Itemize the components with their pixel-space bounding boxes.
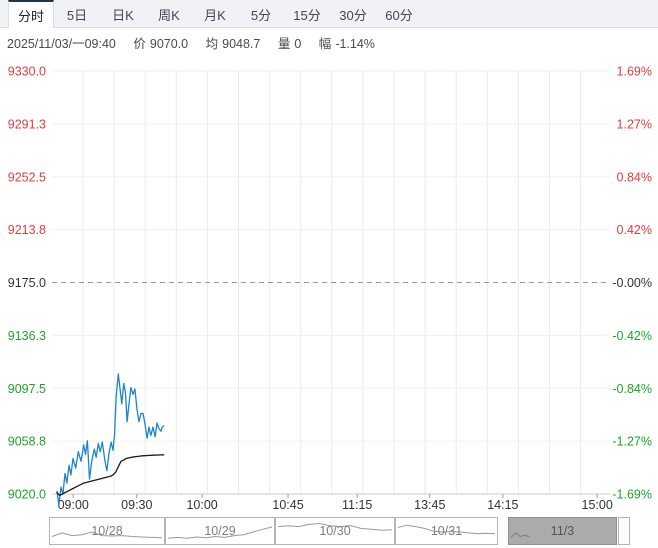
tab-weekly-k[interactable]: 周K	[158, 8, 180, 23]
nav-segment-date-label: 10/28	[91, 524, 123, 538]
nav-sparkline-path	[51, 531, 163, 539]
info-datetime: 2025/11/03/一09:40	[7, 37, 116, 51]
x-axis-time-label: 09:30	[121, 498, 152, 512]
change-value: -1.14%	[335, 37, 375, 51]
price-line	[56, 373, 165, 506]
info-price: 价 9070.0	[133, 37, 188, 51]
nav-sparkline	[51, 531, 163, 539]
y-axis-price-label: 9175.0	[8, 276, 46, 290]
nav-sparkline	[397, 524, 496, 535]
volume-label: 量	[277, 37, 291, 51]
y-axis-price-label: 9291.3	[8, 117, 46, 131]
average-line	[56, 454, 165, 497]
nav-sparkline	[510, 532, 530, 538]
price-label: 价	[133, 37, 146, 51]
avg-value: 9048.7	[222, 37, 261, 51]
tab-daily-k[interactable]: 日K	[112, 8, 134, 23]
nav-remainder-strip[interactable]	[618, 517, 630, 545]
tab-5min[interactable]: 5分	[250, 8, 272, 23]
nav-segment-10-28[interactable]: 10/28	[49, 517, 165, 545]
nav-segment-date-label: 10/29	[204, 524, 236, 538]
price-value: 9070.0	[149, 37, 189, 51]
volume-value: 0	[294, 37, 302, 51]
tab-30min[interactable]: 30分	[339, 8, 367, 23]
y-axis-price-label: 9330.0	[8, 65, 46, 79]
y-axis-price-label: 9058.8	[8, 435, 46, 449]
nav-segment-date-label: 11/3	[550, 524, 575, 538]
change-label: 幅	[318, 37, 332, 51]
y-axis-percent-label: 0.42%	[617, 223, 652, 237]
nav-sparkline-path	[277, 522, 393, 531]
nav-sparkline	[277, 522, 393, 531]
y-axis-percent-label: -0.84%	[612, 382, 652, 396]
y-axis-percent-label: -1.27%	[612, 435, 652, 449]
y-axis-percent-label: 1.27%	[617, 117, 652, 131]
nav-segment-10-29[interactable]: 10/29	[165, 517, 275, 545]
nav-sparkline-path	[510, 532, 530, 538]
x-axis-time-label: 10:45	[272, 498, 303, 512]
info-change: 幅 -1.14%	[319, 37, 375, 51]
x-axis-time-label: 11:15	[342, 498, 372, 512]
y-axis-price-label: 9136.3	[8, 329, 46, 343]
y-axis-price-label: 9252.5	[8, 170, 46, 184]
tab-5day[interactable]: 5日	[66, 8, 88, 23]
info-average: 均 9048.7	[206, 37, 261, 51]
nav-segment-10-30[interactable]: 10/30	[275, 517, 395, 545]
date-navigator: 10/28 10/29 10/30 10/31 11/3	[0, 517, 658, 547]
x-axis-time-label: 09:00	[58, 498, 89, 512]
nav-segment-11-3[interactable]: 11/3	[508, 517, 617, 545]
y-axis-price-label: 9213.8	[8, 223, 46, 237]
nav-sparkline-path	[397, 524, 496, 535]
y-axis-price-label: 9020.0	[8, 488, 46, 502]
period-tab-bar: 分时 5日 日K 周K 月K 5分 15分 30分 60分	[0, 0, 658, 28]
y-axis-percent-label: -0.42%	[612, 329, 652, 343]
y-axis-percent-label: -1.69%	[612, 488, 652, 502]
x-axis-time-label: 13:45	[414, 498, 445, 512]
nav-sparkline	[167, 526, 273, 539]
y-axis-percent-label: -0.00%	[612, 276, 652, 290]
y-axis-price-label: 9097.5	[8, 382, 46, 396]
x-axis-time-label: 14:15	[487, 498, 518, 512]
x-axis-time-label: 10:00	[186, 498, 217, 512]
y-axis-percent-label: 0.84%	[617, 170, 652, 184]
tab-15min[interactable]: 15分	[293, 8, 321, 23]
nav-segment-date-label: 10/30	[319, 524, 351, 538]
avg-label: 均	[205, 37, 219, 51]
y-axis-percent-label: 1.69%	[617, 65, 652, 79]
tab-monthly-k[interactable]: 月K	[204, 8, 226, 23]
nav-segment-date-label: 10/31	[430, 524, 463, 538]
tab-intraday[interactable]: 分时	[8, 0, 54, 28]
x-axis-time-label: 15:00	[582, 498, 613, 512]
nav-segment-10-31[interactable]: 10/31	[395, 517, 498, 545]
nav-sparkline-path	[167, 526, 273, 539]
tab-60min[interactable]: 60分	[385, 8, 413, 23]
